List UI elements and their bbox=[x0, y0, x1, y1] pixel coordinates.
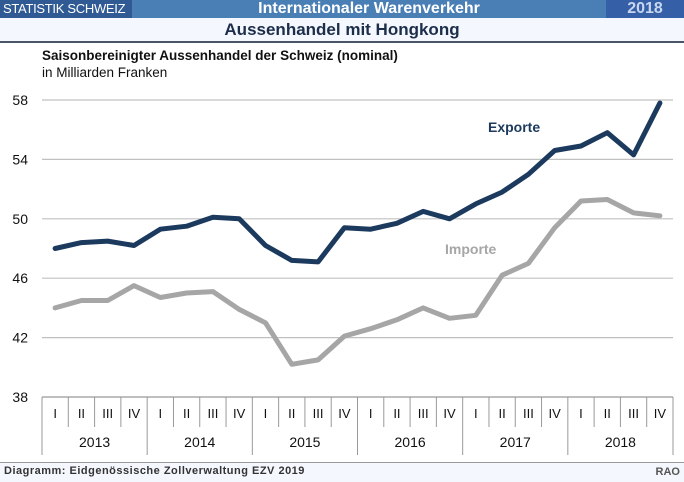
quarter-label: II bbox=[604, 406, 611, 421]
quarter-label: IV bbox=[128, 406, 141, 421]
year-label: 2013 bbox=[79, 434, 110, 450]
quarter-label: III bbox=[523, 406, 534, 421]
footer-code: RAO bbox=[656, 466, 680, 478]
series-label-exporte: Exporte bbox=[488, 119, 540, 135]
quarter-label: II bbox=[393, 406, 400, 421]
year-label: 2017 bbox=[500, 434, 531, 450]
year-label: 2018 bbox=[605, 434, 636, 450]
quarter-label: III bbox=[102, 406, 113, 421]
quarter-label: III bbox=[418, 406, 429, 421]
year-label: 2016 bbox=[395, 434, 426, 450]
quarter-label: I bbox=[369, 406, 373, 421]
quarter-label: III bbox=[207, 406, 218, 421]
series-label-importe: Importe bbox=[445, 241, 497, 257]
quarter-label: III bbox=[313, 406, 324, 421]
quarter-label: I bbox=[579, 406, 583, 421]
year-label: 2015 bbox=[289, 434, 320, 450]
y-tick-label: 50 bbox=[12, 211, 28, 227]
y-tick-label: 42 bbox=[12, 330, 28, 346]
quarter-label: I bbox=[159, 406, 163, 421]
y-tick-label: 54 bbox=[12, 151, 28, 167]
quarter-label: IV bbox=[338, 406, 351, 421]
quarter-label: II bbox=[78, 406, 85, 421]
quarter-label: I bbox=[474, 406, 478, 421]
year-label: 2014 bbox=[184, 434, 215, 450]
quarter-label: IV bbox=[443, 406, 456, 421]
quarter-label: I bbox=[264, 406, 268, 421]
y-tick-label: 38 bbox=[12, 389, 28, 405]
quarter-label: IV bbox=[233, 406, 246, 421]
quarter-label: I bbox=[53, 406, 57, 421]
quarter-label: II bbox=[288, 406, 295, 421]
quarter-label: II bbox=[498, 406, 505, 421]
series-line-exporte bbox=[55, 103, 660, 262]
footer: Diagramm: Eidgenössische Zollverwaltung … bbox=[0, 462, 684, 482]
y-tick-label: 46 bbox=[12, 270, 28, 286]
quarter-label: IV bbox=[654, 406, 667, 421]
source-note: Diagramm: Eidgenössische Zollverwaltung … bbox=[4, 465, 305, 477]
y-tick-label: 58 bbox=[12, 92, 28, 108]
quarter-label: II bbox=[183, 406, 190, 421]
quarter-label: IV bbox=[549, 406, 562, 421]
quarter-label: III bbox=[628, 406, 639, 421]
series-line-importe bbox=[55, 200, 660, 365]
